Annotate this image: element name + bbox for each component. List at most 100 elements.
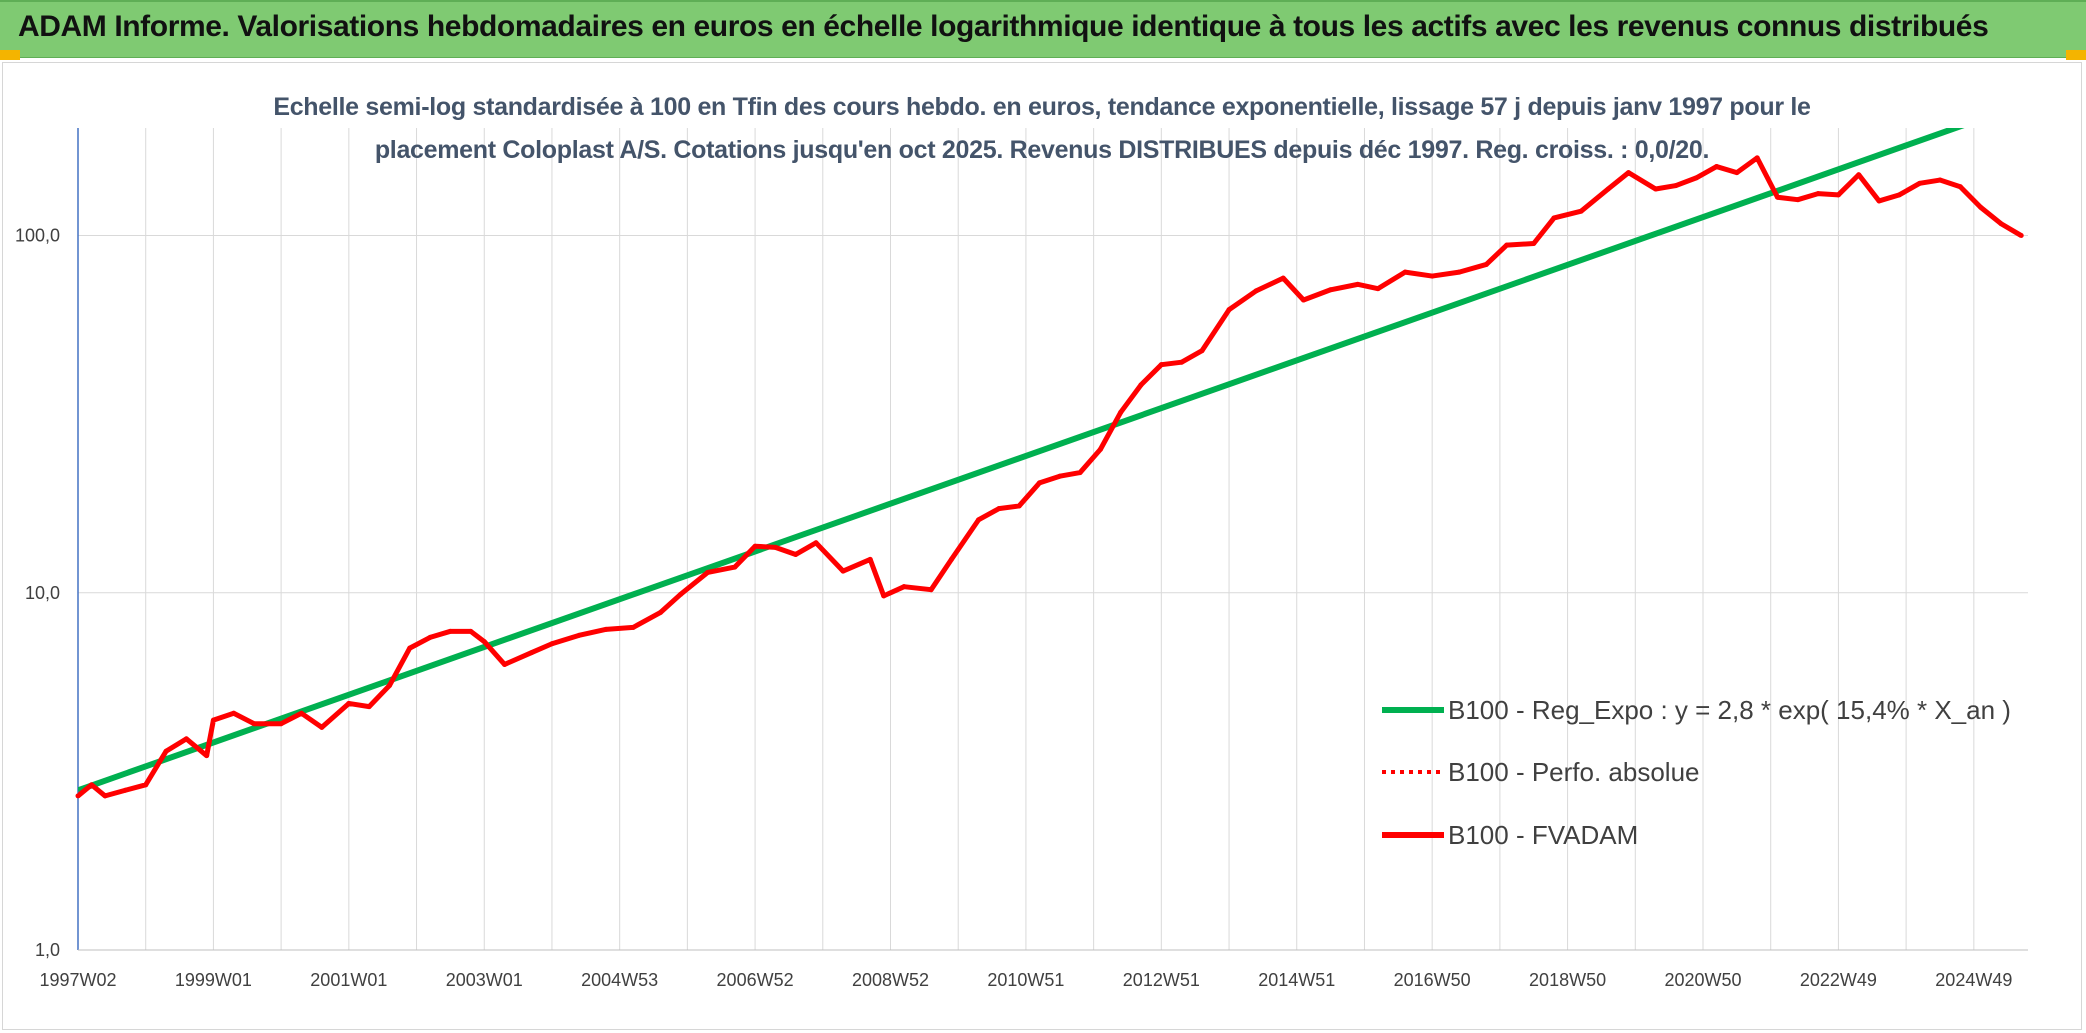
fvadam-data-point [298,710,304,716]
fvadam-data-point [901,584,907,590]
x-tick-label: 1999W01 [175,970,252,990]
fvadam-data-point [948,556,954,562]
fvadam-data-point [1551,215,1557,221]
x-tick-label: 2022W49 [1800,970,1877,990]
fvadam-data-point [1253,288,1259,294]
x-tick-label: 1997W02 [39,970,116,990]
fvadam-data-point [122,787,128,793]
fvadam-data-point [468,628,474,634]
fvadam-data-point [1605,186,1611,192]
fvadam-data-point [603,626,609,632]
fvadam-data-point [231,710,237,716]
fvadam-data-point [1199,348,1205,354]
fvadam-data-point [752,543,758,549]
fvadam-data-point [204,753,210,759]
fvadam-data-point [1328,287,1334,293]
fvadam-data-point [529,650,535,656]
fvadam-data-point [928,587,934,593]
report-banner: ADAM Informe. Valorisations hebdomadaire… [0,0,2086,58]
fvadam-data-point [1856,172,1862,178]
chart-subtitle-line-1: Echelle semi-log standardisée à 100 en T… [273,93,1811,121]
fvadam-data-point [1653,186,1659,192]
fvadam-data-point [143,782,149,788]
fvadam-data-point [1280,275,1286,281]
y-tick-label: 1,0 [35,940,60,960]
fvadam-data-point [1504,242,1510,248]
fvadam-data-point [1795,197,1801,203]
fvadam-data-point [1578,208,1584,214]
x-tick-label: 2006W52 [717,970,794,990]
fvadam-data-point [1077,470,1083,476]
x-tick-label: 2024W49 [1935,970,2012,990]
fvadam-data-point [163,748,169,754]
x-tick-label: 2018W50 [1529,970,1606,990]
fvadam-data-point [1876,198,1882,204]
fvadam-data-point [427,634,433,640]
legend: B100 - Reg_Expo : y = 2,8 * exp( 15,4% *… [1382,695,2011,850]
x-tick-label: 2010W51 [987,970,1064,990]
fvadam-data-point [1774,194,1780,200]
fvadam-data-point [1957,184,1963,190]
fvadam-data-point [881,593,887,599]
fvadam-data-point [976,517,982,523]
fvadam-data-point [1626,170,1632,176]
report-title: ADAM Informe. Valorisations hebdomadaire… [18,10,1989,43]
fvadam-data-point [1301,297,1307,303]
fvadam-data-point [2018,233,2024,239]
fvadam-data-point [1057,473,1063,479]
fvadam-data-point [1226,307,1232,313]
fvadam-data-point [1937,177,1943,183]
fvadam-data-point [251,721,257,727]
fvadam-data-point [1917,180,1923,186]
grid-lines [78,128,2028,951]
x-tick-label: 2012W51 [1123,970,1200,990]
fvadam-data-point [447,628,453,634]
fvadam-data-point [210,717,216,723]
fvadam-data-point [1673,183,1679,189]
fvadam-data-point [1835,192,1841,198]
fvadam-data-point [813,540,819,546]
fvadam-data-point [1734,170,1740,176]
y-tick-label: 100,0 [15,226,60,246]
fvadam-data-point [705,569,711,575]
fvadam-data-point [1998,221,2004,227]
fvadam-data-point [996,506,1002,512]
fvadam-data-point [1138,382,1144,388]
fvadam-data-point [678,591,684,597]
fvadam-data-point [1429,273,1435,279]
fvadam-data-point [1158,362,1164,368]
fvadam-data-point [89,782,95,788]
x-tick-label: 2020W50 [1664,970,1741,990]
fvadam-data-point [1815,191,1821,197]
fvadam-data-point [1375,286,1381,292]
fvadam-data-point [1016,503,1022,509]
fvadam-data-point [1118,409,1124,415]
fvadam-data-point [732,564,738,570]
fvadam-data-point [1456,269,1462,275]
x-tick-label: 2014W51 [1258,970,1335,990]
fvadam-data-point [1097,446,1103,452]
fvadam-data-point [102,793,108,799]
fvadam-data-point [867,556,873,562]
fvadam-data-point [278,721,284,727]
fvadam-data-point [319,724,325,730]
fvadam-data-point [657,610,663,616]
fvadam-data-point [386,683,392,689]
fvadam-data-point [1402,269,1408,275]
fvadam-data-point [840,568,846,574]
fvadam-data-point [1483,261,1489,267]
fvadam-data-point [576,632,582,638]
fvadam-data-point [1754,155,1760,161]
fvadam-data-point [1531,240,1537,246]
legend-entry-perfo-label: B100 - Perfo. absolue [1448,757,1700,787]
corner-marker-right [2066,50,2086,60]
fvadam-data-point [502,661,508,667]
fvadam-series-line [78,155,2023,799]
fvadam-data-point [481,639,487,645]
x-tick-label: 2001W01 [310,970,387,990]
chart-frame [2,62,2082,1030]
fvadam-data-point [793,551,799,557]
fvadam-data-point [1714,164,1720,170]
x-tick-label: 2004W53 [581,970,658,990]
